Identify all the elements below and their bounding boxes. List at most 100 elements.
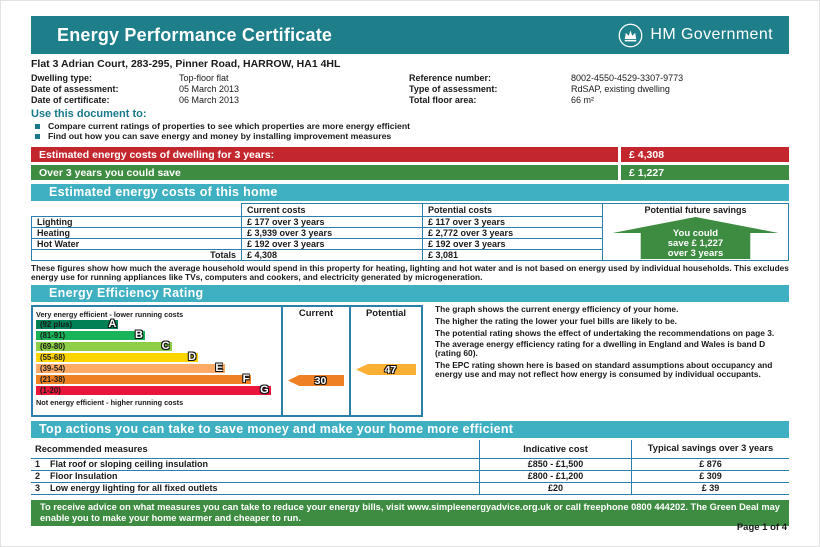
page-number: Page 1 of 4 [736,522,787,533]
action-measure: 3 Low energy lighting for all fixed outle… [31,483,479,495]
potential-rating-column: Potential 47 [349,307,421,415]
actions-header-measures: Recommended measures [31,440,479,459]
action-cost: £20 [479,483,631,495]
band-a: (92 plus) A [36,318,119,330]
detail-row: Date of assessment: 05 March 2013 [31,84,409,94]
rating-note: The EPC rating shown here is based on st… [435,359,773,379]
rating-bands-panel: Very energy efficient - lower running co… [33,307,281,415]
band-letter: B [134,329,143,341]
energy-efficiency-chart: Very energy efficient - lower running co… [31,305,423,417]
detail-value: 05 March 2013 [179,84,240,94]
action-cost: £800 - £1,200 [479,471,631,483]
potential-rating-arrow: 47 [356,364,416,375]
property-address: Flat 3 Adrian Court, 283-295, Pinner Roa… [31,58,341,70]
use-document-heading: Use this document to: [31,108,147,120]
rating-note: The potential rating shows the effect of… [435,327,775,338]
band-range: (21-38) [40,375,66,384]
chart-bottom-label: Not energy efficient - higher running co… [36,398,184,407]
rating-section-body: Very energy efficient - lower running co… [31,305,789,417]
action-number: 3 [35,483,41,493]
band-range: (55-68) [40,353,66,362]
top-actions-table: Recommended measures Indicative cost Typ… [31,440,789,495]
bullet-text: Compare current ratings of properties to… [48,121,411,131]
action-measure-text: Flat roof or sloping ceiling insulation [50,459,209,469]
detail-value: 06 March 2013 [179,95,240,105]
details-right-column: Reference number: 8002-4550-4529-3307-97… [409,73,789,105]
crown-icon [618,23,643,48]
details-left-column: Dwelling type: Top-floor flat Date of as… [31,73,409,105]
current-rating-column: Current 30 [281,307,349,415]
costs-note: These figures show how much the average … [31,263,789,282]
page-title: Energy Performance Certificate [57,24,333,45]
detail-label: Reference number: [409,73,492,83]
cost-potential-value: £ 192 over 3 years [422,238,602,249]
bullet-item: Compare current ratings of properties to… [31,122,789,131]
hm-government-logo: HM Government [618,23,773,48]
totals-current-value: £ 4,308 [241,249,422,261]
estimated-costs-bar: Estimated energy costs of dwelling for 3… [31,147,789,162]
cost-row-label: Lighting [31,216,241,227]
detail-value: Top-floor flat [179,73,229,83]
gov-label: HM Government [650,26,773,43]
costs-section-header: Estimated energy costs of this home [31,184,789,201]
action-measure-text: Low energy lighting for all fixed outlet… [50,483,218,493]
advice-bar: To receive advice on what measures you c… [31,500,789,526]
action-cost: £850 - £1,500 [479,459,631,471]
rating-section-header: Energy Efficiency Rating [31,285,789,302]
detail-value: 66 m² [571,95,595,105]
totals-potential-value: £ 3,081 [422,249,602,261]
detail-label: Date of certificate: [31,95,110,105]
band-letter: F [242,373,250,385]
cost-current-value: £ 177 over 3 years [241,216,422,227]
estimated-costs-value: £ 4,308 [621,147,789,162]
action-saving: £ 309 [631,471,789,483]
detail-value: RdSAP, existing dwelling [571,84,670,94]
band-range: (1-20) [40,386,61,395]
band-letter: E [215,362,223,374]
bullet-item: Find out how you can save energy and mon… [31,132,789,141]
savings-arrow-text: You could save £ 1,227 over 3 years [667,228,724,259]
band-range: (39-54) [40,364,66,373]
action-number: 1 [35,459,41,469]
detail-row: Dwelling type: Top-floor flat [31,73,409,83]
action-measure: 2 Floor Insulation [31,471,479,483]
band-c: (69-80) C [36,341,172,352]
rating-notes: The graph shows the current energy effic… [435,305,789,417]
action-saving: £ 876 [631,459,789,471]
band-letter: D [188,351,197,363]
dwelling-details: Dwelling type: Top-floor flat Date of as… [31,73,789,105]
band-letter: A [108,318,117,330]
cost-row-label: Hot Water [31,238,241,249]
rating-band-row: (81-91) B [36,329,278,341]
actions-section-header: Top actions you can take to save money a… [31,421,789,438]
action-measure-text: Floor Insulation [50,471,118,481]
band-range: (81-91) [40,331,66,340]
chart-top-label: Very energy efficient - lower running co… [36,310,184,319]
action-measure: 1 Flat roof or sloping ceiling insulation [31,459,479,471]
energy-costs-table: Potential future savings You could save … [31,203,789,261]
savings-column-header: Potential future savings [644,205,747,215]
detail-label: Date of assessment: [31,84,119,94]
rating-band-row: (69-80) C [36,341,278,352]
detail-row: Total floor area: 66 m² [409,95,789,105]
totals-label: Totals [31,249,241,261]
current-rating-arrow: 30 [288,375,344,386]
savings-arrow: You could save £ 1,227 over 3 years [612,217,779,259]
band-d: (55-68) D [36,351,199,363]
bullet-text: Find out how you can save energy and mon… [48,131,392,141]
savings-label: Over 3 years you could save [31,165,618,180]
actions-header-savings: Typical savings over 3 years [631,440,789,459]
detail-row: Type of assessment: RdSAP, existing dwel… [409,84,789,94]
bullet-square-icon [35,124,40,129]
rating-band-row: (21-38) F [36,373,278,385]
cost-current-value: £ 3,939 over 3 years [241,227,422,238]
potential-column-header: Potential [365,308,407,319]
cost-row-label: Heating [31,227,241,238]
bullet-square-icon [35,134,40,139]
actions-header-cost: Indicative cost [479,440,631,459]
rating-band-row: (55-68) D [36,351,278,363]
rating-band-row: (39-54) E [36,362,278,374]
band-f: (21-38) F [36,373,252,385]
cost-potential-value: £ 117 over 3 years [422,216,602,227]
